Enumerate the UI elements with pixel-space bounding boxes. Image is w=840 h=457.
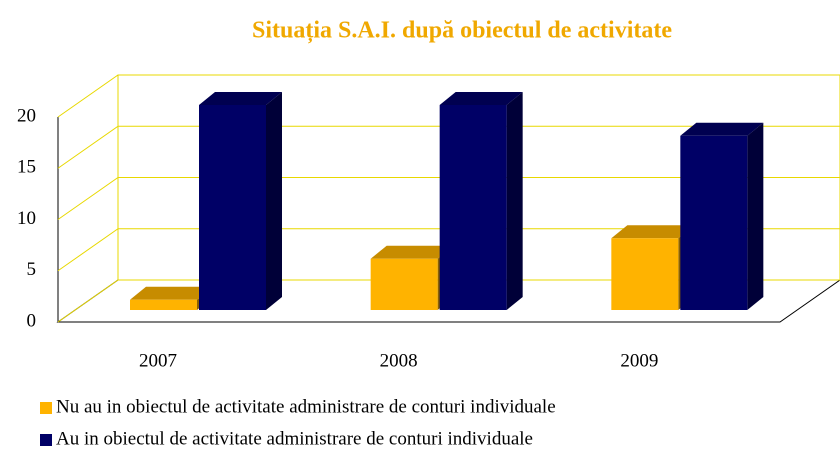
bar [199,92,282,310]
legend-label: Au in obiectul de activitate administrar… [56,428,533,449]
bar-face [611,225,695,239]
x-tick-label: 2007 [139,350,177,371]
y-tick-label: 15 [17,157,36,178]
legend-label: Nu au in obiectul de activitate administ… [56,396,556,417]
y-tick-label: 20 [17,105,36,126]
y-tick-label: 10 [17,208,36,229]
bar-face [439,92,523,105]
chart-title: Situația S.A.I. după obiectul de activit… [252,18,672,44]
x-tick-label: 2008 [380,350,418,371]
bar-face [199,92,282,105]
bar-face [370,245,454,259]
legend-swatch [40,434,52,446]
y-tick-label: 0 [27,310,37,331]
bar-face [680,122,764,136]
bar-face [370,258,438,310]
grid-line [57,279,840,323]
bar [130,286,213,310]
y-tick-label: 5 [27,259,37,280]
bar-face [439,105,507,310]
grid-line [57,125,840,169]
bar-face [130,286,213,300]
legend-swatch [40,402,52,414]
bar-face [680,135,748,310]
x-tick-label: 2009 [620,350,658,371]
bar-face [130,299,197,310]
grid-line [57,74,840,118]
bar-face [266,92,282,310]
bar [439,92,523,310]
grid-line [57,177,840,220]
bar-face [747,122,764,310]
grid-line [57,228,840,272]
bar-face [199,105,266,310]
bar-face [611,238,679,310]
bar-face [506,92,523,310]
bar [680,122,764,310]
